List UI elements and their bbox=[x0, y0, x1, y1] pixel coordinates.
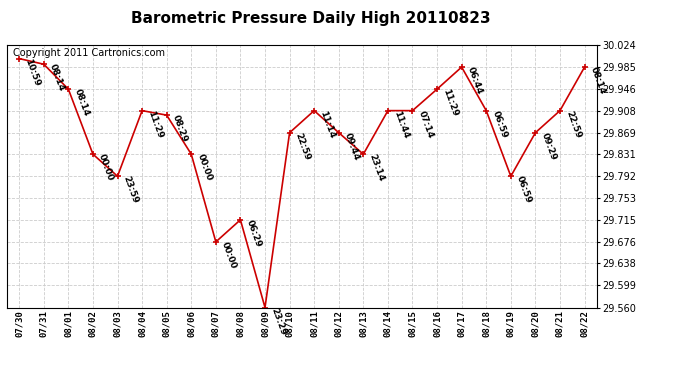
Text: 06:59: 06:59 bbox=[491, 109, 509, 139]
Text: 23:59: 23:59 bbox=[121, 175, 140, 205]
Text: Barometric Pressure Daily High 20110823: Barometric Pressure Daily High 20110823 bbox=[130, 11, 491, 26]
Text: 00:00: 00:00 bbox=[97, 153, 115, 182]
Text: 08:14: 08:14 bbox=[589, 66, 607, 96]
Text: 11:29: 11:29 bbox=[441, 88, 460, 118]
Text: Copyright 2011 Cartronics.com: Copyright 2011 Cartronics.com bbox=[13, 48, 165, 58]
Text: 22:59: 22:59 bbox=[294, 131, 312, 161]
Text: 11:44: 11:44 bbox=[392, 109, 411, 140]
Text: 08:14: 08:14 bbox=[48, 63, 66, 93]
Text: 11:14: 11:14 bbox=[318, 109, 337, 140]
Text: 00:00: 00:00 bbox=[195, 153, 213, 182]
Text: 08:14: 08:14 bbox=[72, 88, 91, 118]
Text: 06:44: 06:44 bbox=[466, 66, 484, 96]
Text: 08:29: 08:29 bbox=[171, 114, 189, 144]
Text: 07:14: 07:14 bbox=[417, 109, 435, 140]
Text: 23:14: 23:14 bbox=[368, 153, 386, 183]
Text: 06:29: 06:29 bbox=[244, 218, 263, 248]
Text: 06:59: 06:59 bbox=[515, 175, 533, 205]
Text: 22:59: 22:59 bbox=[564, 109, 582, 140]
Text: 00:00: 00:00 bbox=[220, 240, 238, 270]
Text: 09:44: 09:44 bbox=[343, 131, 362, 162]
Text: 23:29: 23:29 bbox=[269, 306, 288, 336]
Text: 10:59: 10:59 bbox=[23, 57, 41, 87]
Text: 09:29: 09:29 bbox=[540, 131, 558, 161]
Text: 11:29: 11:29 bbox=[146, 109, 164, 140]
